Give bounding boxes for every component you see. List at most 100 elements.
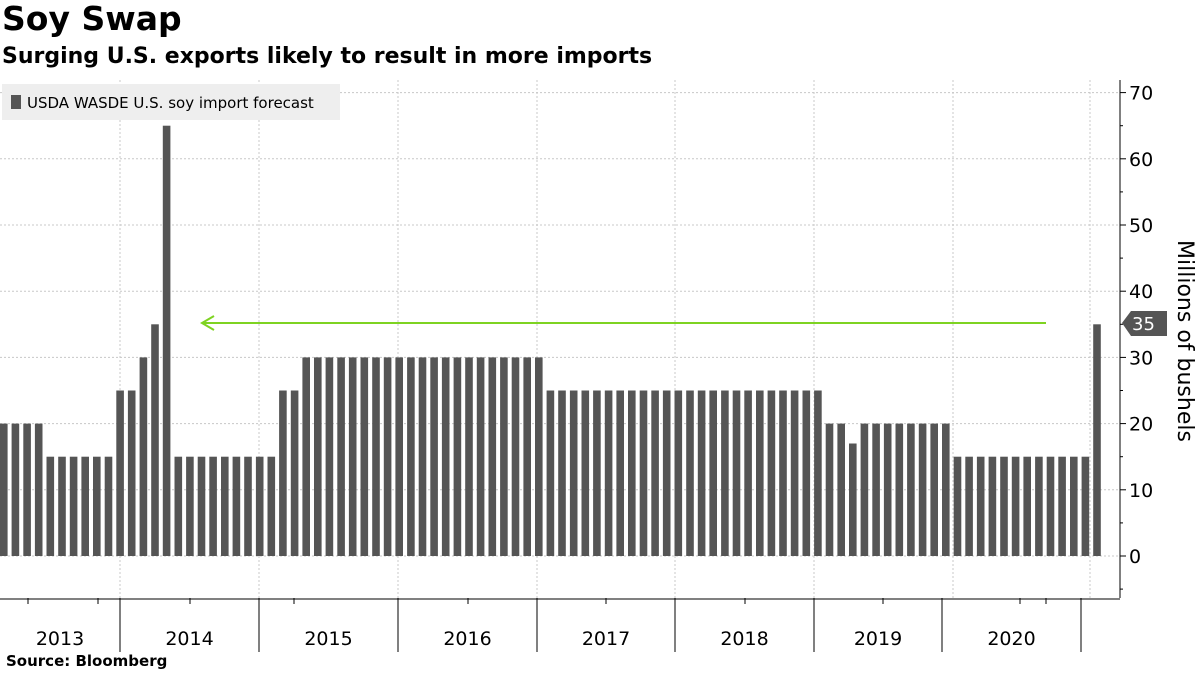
bar <box>383 357 392 556</box>
bar <box>407 357 415 556</box>
bar <box>860 423 869 556</box>
bar <box>849 443 857 556</box>
bar <box>628 390 636 556</box>
bar <box>1011 456 1020 556</box>
bar <box>395 357 403 556</box>
bar <box>918 423 927 556</box>
x-tick-label: 2013 <box>36 628 84 650</box>
x-tick-label: 2018 <box>720 628 768 650</box>
bar <box>895 423 904 556</box>
bar <box>314 357 322 556</box>
bar <box>988 456 997 556</box>
bar <box>23 423 31 556</box>
x-tick-label: 2019 <box>854 628 902 650</box>
bar <box>1070 456 1078 556</box>
bar <box>476 357 485 556</box>
bar <box>139 357 148 556</box>
bar <box>69 456 78 556</box>
bar <box>662 390 671 556</box>
bar <box>290 390 299 556</box>
bar <box>348 357 357 556</box>
bar <box>488 357 497 556</box>
bar <box>465 357 473 556</box>
x-tick-label: 2014 <box>165 628 213 650</box>
x-tick-label: 2020 <box>987 628 1035 650</box>
bar <box>1081 456 1090 556</box>
bar <box>1000 456 1008 556</box>
y-tick-label: 20 <box>1129 414 1153 436</box>
bar <box>151 324 159 556</box>
bar <box>825 423 834 556</box>
bar <box>1035 456 1043 556</box>
bar <box>883 423 892 556</box>
bar <box>267 456 276 556</box>
bar <box>1023 456 1031 556</box>
legend-background <box>2 84 340 120</box>
bar <box>837 423 845 556</box>
bar <box>511 357 520 556</box>
y-axis-label: Millions of bushels <box>1172 240 1197 442</box>
bar <box>604 390 613 556</box>
bar <box>418 357 427 556</box>
legend: USDA WASDE U.S. soy import forecast <box>2 84 340 120</box>
last-value-tag <box>1122 311 1167 336</box>
bar <box>779 390 787 556</box>
bar <box>81 456 89 556</box>
bar <box>732 390 741 556</box>
bar <box>593 390 601 556</box>
bars <box>0 125 1101 556</box>
bar <box>104 456 113 556</box>
y-tick-label: 40 <box>1129 281 1153 303</box>
bar <box>802 390 811 556</box>
y-tick-label: 0 <box>1129 546 1141 568</box>
bar <box>814 390 822 556</box>
bar <box>744 390 752 556</box>
bar <box>197 456 206 556</box>
arrow-head <box>200 315 215 331</box>
bar <box>1093 324 1101 556</box>
bar <box>58 456 66 556</box>
bar <box>93 456 101 556</box>
bar <box>558 390 566 556</box>
bar <box>907 423 915 556</box>
bar <box>523 357 531 556</box>
bar <box>186 456 194 556</box>
bar <box>872 423 880 556</box>
bar <box>721 390 729 556</box>
bar <box>639 390 648 556</box>
y-tick-label: 10 <box>1129 480 1153 502</box>
bar <box>116 390 124 556</box>
bar <box>953 456 962 556</box>
bar <box>279 390 287 556</box>
x-axis: 2013 2014 2015 2016 2017 2018 2019 2020 <box>0 598 1120 652</box>
last-value-label: 35 <box>1132 314 1155 335</box>
bar <box>0 423 8 556</box>
y-tick-label: 70 <box>1129 83 1153 105</box>
bar <box>302 357 310 556</box>
bar <box>127 390 136 556</box>
bar <box>942 423 950 556</box>
bar <box>209 456 217 556</box>
x-tick-label: 2016 <box>443 628 491 650</box>
bar <box>965 456 973 556</box>
bar <box>162 125 171 556</box>
bar <box>569 390 578 556</box>
y-tick-label: 50 <box>1129 215 1153 237</box>
bar <box>709 390 717 556</box>
last-value-callout: 35 <box>1122 311 1167 336</box>
bar <box>546 390 555 556</box>
bar <box>697 390 706 556</box>
bar <box>756 390 764 556</box>
annotation-arrow <box>200 315 1046 331</box>
bar <box>232 456 241 556</box>
x-tick-label: 2017 <box>582 628 630 650</box>
bar <box>174 456 183 556</box>
bar <box>255 456 264 556</box>
bar <box>767 390 776 556</box>
bar <box>372 357 380 556</box>
bar <box>790 390 799 556</box>
legend-swatch <box>11 95 21 109</box>
source-note: Source: Bloomberg <box>6 652 168 670</box>
bar <box>1046 456 1055 556</box>
